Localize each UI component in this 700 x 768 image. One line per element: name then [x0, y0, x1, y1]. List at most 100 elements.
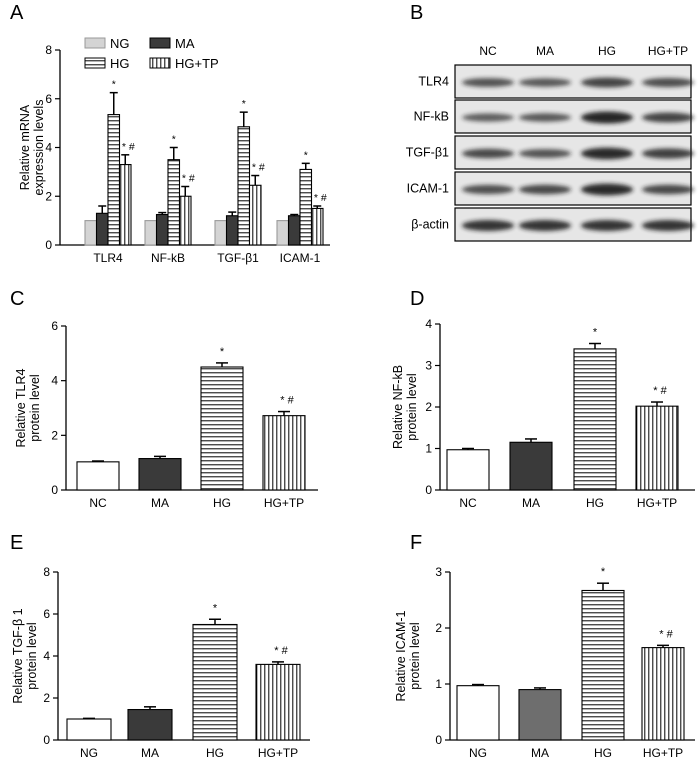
panel-d-ylabel-line: Relative NF-kB — [391, 365, 405, 449]
panel-e-category-label: MA — [141, 746, 159, 760]
blot-band — [581, 147, 633, 160]
blot-lane-label-ma: MA — [536, 44, 554, 58]
panel-e-ytick-label: 4 — [43, 649, 50, 663]
panel-a-ylabel: Relative mRNA expression levels — [18, 100, 46, 196]
panel-e-category-label: HG — [206, 746, 224, 760]
panel-a-bar — [155, 213, 169, 246]
panel-f-ytick-label: 3 — [435, 565, 442, 579]
blot-row-label: TLR4 — [418, 75, 449, 89]
panel-c-bar — [76, 461, 120, 491]
panel-letter-c: C — [10, 288, 25, 310]
panel-e-bar — [127, 708, 173, 741]
panel-c-category-label: HG — [213, 496, 231, 510]
panel-f-significance-mark: * # — [659, 628, 673, 640]
panel-e-category-label: HG+TP — [258, 746, 298, 760]
panel-a-significance-mark: * — [242, 98, 246, 110]
panel-f-bar — [456, 685, 500, 741]
panel-a-legend-swatch — [84, 37, 106, 49]
panel-e-bar — [66, 718, 112, 741]
blot-band — [581, 183, 633, 196]
panel-e-ylabel: Relative TGF-β 1 protein level — [11, 608, 39, 703]
panel-a-significance-mark: * # — [314, 192, 327, 204]
blot-lane-label-hg+tp: HG+TP — [648, 44, 688, 58]
panel-letter-a: A — [10, 2, 24, 24]
panel-f-category-label: HG+TP — [643, 746, 683, 760]
panel-d-bar — [573, 348, 617, 491]
panel-d-bar — [509, 441, 553, 491]
blot-row-label: NF-kB — [414, 110, 449, 124]
panel-a-significance-mark: * — [304, 149, 308, 161]
panel-a-ylabel-line: Relative mRNA — [18, 104, 32, 190]
panel-a-bar — [214, 220, 228, 246]
panel-f-ytick-label: 2 — [435, 621, 442, 635]
panel-a-ytick-label: 6 — [45, 92, 52, 106]
panel-f-significance-mark: * — [601, 566, 606, 578]
panel-a-significance-mark: * — [172, 134, 176, 146]
panel-a-bar — [225, 215, 239, 246]
panel-e-category-label: NG — [80, 746, 98, 760]
panel-e-bar — [192, 623, 238, 741]
panel-d-ytick-label: 0 — [425, 483, 432, 497]
panel-e-significance-mark: * # — [274, 645, 288, 657]
blot-row-label: β-actin — [411, 218, 449, 232]
panel-c-category-label: HG+TP — [264, 496, 304, 510]
panel-a-ytick-label: 4 — [45, 141, 52, 155]
panel-e-significance-mark: * — [213, 602, 218, 614]
blot-band — [642, 220, 694, 231]
panel-a-legend-swatch — [149, 57, 171, 69]
panel-d-ylabel-line: protein level — [405, 373, 419, 440]
panel-d-category-label: HG+TP — [637, 496, 677, 510]
panel-a-group-label: NF-kB — [151, 251, 185, 265]
panel-c-bar — [262, 415, 306, 491]
panel-a-legend-label: HG — [110, 56, 130, 71]
panel-a-bar — [167, 159, 181, 246]
panel-a-bar — [237, 126, 251, 246]
panel-d-bar — [635, 405, 679, 491]
panel-a-group-label: ICAM-1 — [280, 251, 321, 265]
panel-a-legend-swatch — [84, 57, 106, 69]
panel-d-ytick-label: 1 — [425, 442, 432, 456]
panel-a-legend-label: NG — [110, 36, 130, 51]
panel-f-ylabel: Relative ICAM-1 protein level — [394, 610, 422, 701]
panel-d-category-label: NC — [459, 496, 477, 510]
panel-a-group-label: TGF-β1 — [217, 251, 259, 265]
panel-f-category-label: HG — [594, 746, 612, 760]
blot-band — [519, 149, 571, 158]
panel-a-bar — [248, 184, 262, 246]
blot-band — [581, 220, 633, 231]
panel-c-bar — [200, 366, 244, 491]
panel-e-ytick-label: 8 — [43, 565, 50, 579]
blot-band — [581, 111, 633, 124]
panel-c-ylabel: Relative TLR4 protein level — [14, 368, 42, 447]
panel-letter-b: B — [410, 2, 424, 24]
panel-f-category-label: MA — [531, 746, 549, 760]
blot-row-label: ICAM-1 — [407, 182, 449, 196]
panel-e-ytick-label: 0 — [43, 733, 50, 747]
panel-a-bar — [276, 220, 290, 246]
panel-e-ytick-label: 2 — [43, 691, 50, 705]
panel-f-category-label: NG — [469, 746, 487, 760]
blot-lane-label-hg: HG — [598, 44, 616, 58]
panel-f-bar — [641, 647, 685, 741]
blot-band — [642, 148, 694, 159]
panel-e-bar — [255, 663, 301, 741]
blot-band — [642, 77, 694, 88]
panel-a-group-label: TLR4 — [93, 251, 123, 265]
panel-c-significance-mark: * — [220, 346, 225, 358]
blot-band — [462, 148, 514, 159]
blot-band — [581, 77, 633, 88]
panel-a-legend-label: HG+TP — [175, 56, 219, 71]
panel-d-bar — [446, 449, 490, 491]
panel-c-significance-mark: * # — [280, 395, 294, 407]
blot-lane-label-nc: NC — [479, 44, 497, 58]
panel-a-bar — [144, 220, 158, 246]
panel-c-bar — [138, 458, 182, 491]
blot-band — [462, 113, 514, 122]
panel-e-ylabel-line: protein level — [25, 622, 39, 689]
panel-c-category-label: NC — [89, 496, 107, 510]
blot-band — [519, 78, 571, 87]
panel-a-bar — [84, 220, 98, 246]
panel-d-category-label: MA — [522, 496, 540, 510]
panel-d-ytick-label: 2 — [425, 400, 432, 414]
panel-c-ytick-label: 4 — [51, 374, 58, 388]
